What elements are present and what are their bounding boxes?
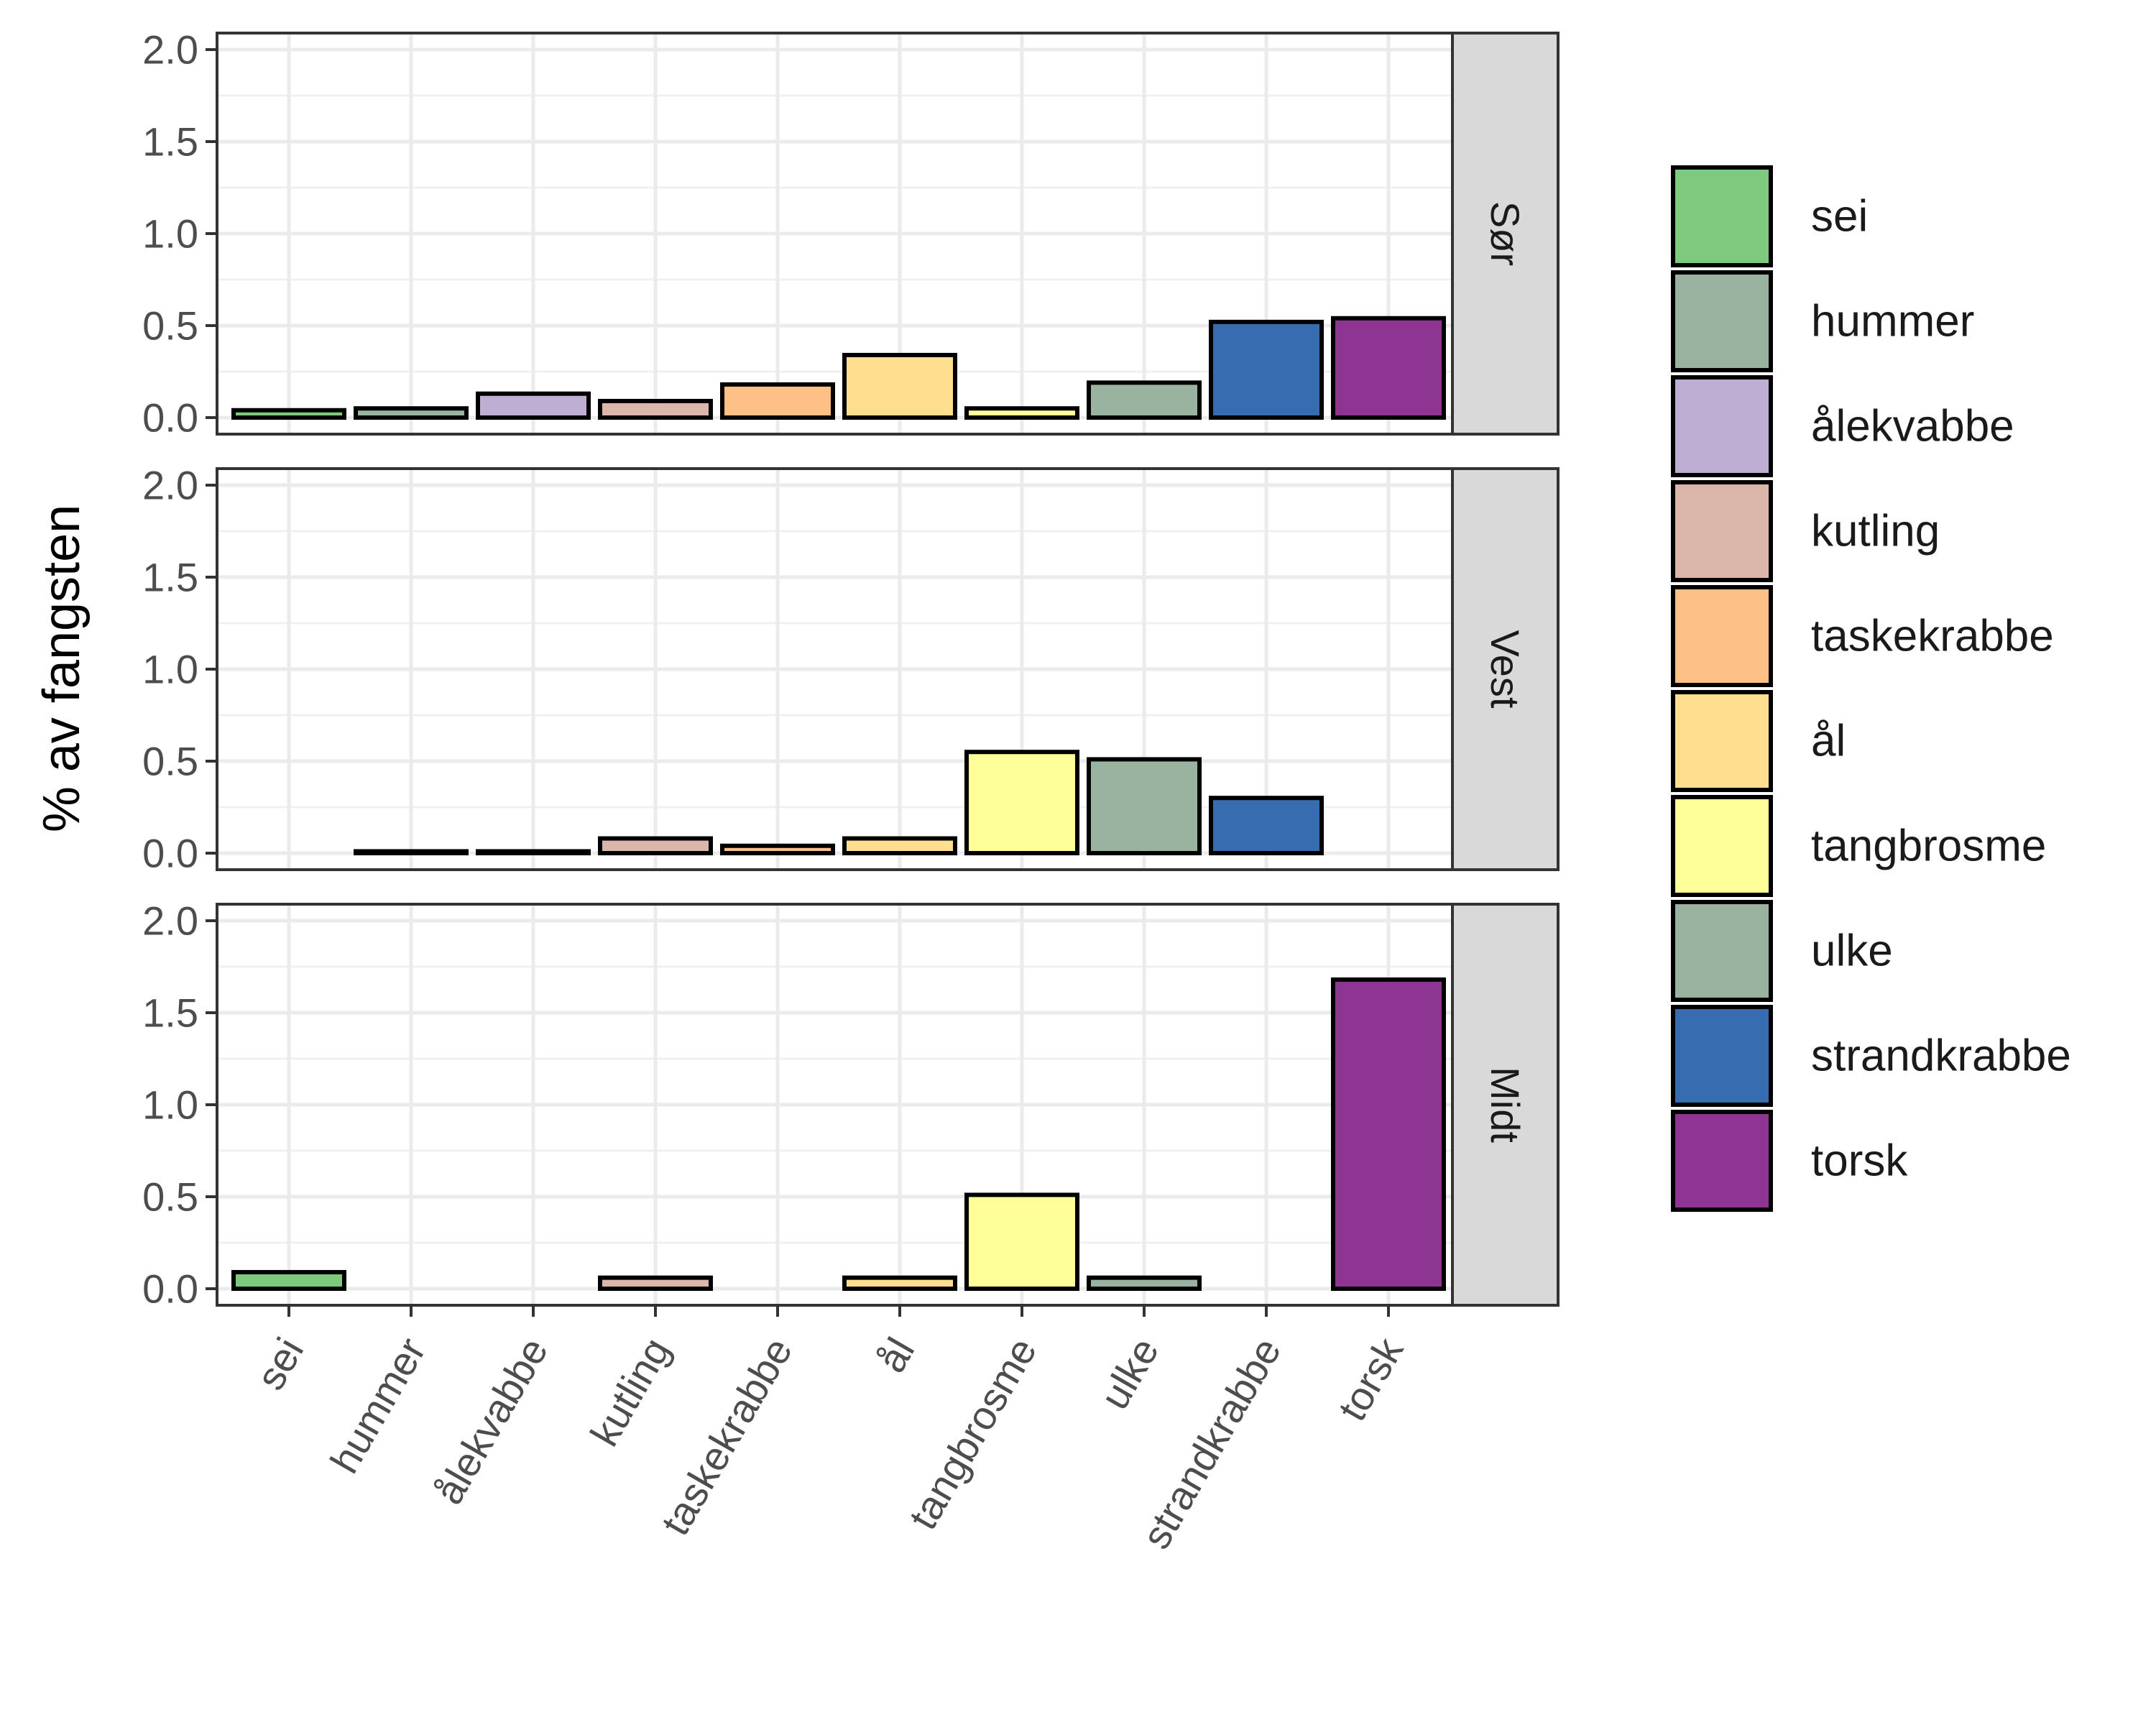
bar-ål (842, 352, 957, 420)
bar-ålekvabbe (476, 849, 591, 855)
x-tick-label: hummer (321, 1330, 434, 1481)
bar-kutling (598, 836, 713, 856)
panel-sr: Sør 0.0 0.5 1.0 1.5 2.0 (142, 27, 1560, 441)
legend-label: taskekrabbe (1811, 612, 2054, 661)
y-tick-label: 1.0 (142, 1082, 198, 1128)
facet-strip (1451, 903, 1560, 1307)
y-tick-label: 0.0 (142, 395, 198, 441)
bar-taskekrabbe (720, 382, 835, 420)
bar-ål (842, 1275, 957, 1292)
bar-strandkrabbe (1209, 796, 1324, 855)
bar-ål (842, 836, 957, 856)
legend-key-hummer (1671, 270, 1773, 372)
legend-label: ulke (1811, 926, 1893, 976)
panels-layer: Sør0.00.51.01.52.0Vest0.00.51.01.52.0Mid… (142, 27, 1560, 1312)
legend-key-tangbrosme (1671, 795, 1773, 897)
legend-label: hummer (1811, 297, 1974, 346)
y-tick-label: 1.0 (142, 211, 198, 257)
legend-key-torsk (1671, 1110, 1773, 1212)
bar-sei (231, 408, 346, 420)
facet-strip-label: Midt (1483, 1067, 1528, 1143)
bar-ulke (1087, 1275, 1202, 1292)
x-tick-label: ål (868, 1330, 923, 1380)
y-tick-label: 2.0 (142, 898, 198, 944)
bar-hummer (354, 406, 469, 420)
legend-key-kutling (1671, 480, 1773, 582)
facet-strip (1451, 467, 1560, 871)
x-tick-label: ulke (1091, 1330, 1167, 1417)
legend-key-taskekrabbe (1671, 585, 1773, 687)
legend-key-strandkrabbe (1671, 1005, 1773, 1107)
y-tick-label: 2.0 (142, 463, 198, 508)
y-tick-label: 1.0 (142, 647, 198, 692)
bar-strandkrabbe (1209, 319, 1324, 420)
y-tick-label: 0.5 (142, 739, 198, 784)
bar-tangbrosme (964, 1192, 1079, 1291)
bar-hummer (354, 849, 469, 855)
panel-vest: Vest 0.0 0.5 1.0 1.5 2.0 (142, 463, 1560, 876)
bar-ulke (1087, 757, 1202, 855)
y-tick-label: 0.5 (142, 1174, 198, 1220)
legend-key-ulke (1671, 900, 1773, 1002)
bar-tangbrosme (964, 750, 1079, 855)
x-tick-label: tangbrosme (900, 1330, 1045, 1537)
facet-strip-label: Sør (1483, 201, 1528, 266)
legend-label: strandkrabbe (1811, 1031, 2071, 1081)
bar-torsk (1331, 977, 1446, 1292)
bar-kutling (598, 398, 713, 420)
legend-label: torsk (1811, 1136, 1908, 1186)
legend-label: ål (1811, 717, 1846, 766)
y-tick-label: 1.5 (142, 555, 198, 600)
legend: sei hummer ålekvabbe kutling taskekrabbe ål ta… (1671, 165, 2071, 1212)
y-axis-title: % av fangsten (33, 505, 91, 832)
legend-label: sei (1811, 192, 1868, 242)
facet-strip-label: Vest (1483, 630, 1528, 709)
legend-label: ålekvabbe (1811, 402, 2014, 451)
y-tick-label: 1.5 (142, 119, 198, 165)
bar-ålekvabbe (476, 391, 591, 420)
y-tick-label: 2.0 (142, 27, 198, 73)
x-tick-label: ålekvabbe (425, 1330, 556, 1512)
x-tick-label: sei (247, 1330, 312, 1398)
facet-strip (1451, 32, 1560, 436)
bar-sei (231, 1269, 346, 1291)
bar-kutling (598, 1275, 713, 1292)
x-tick-label: kutling (581, 1330, 678, 1454)
bar-torsk (1331, 316, 1446, 420)
y-tick-label: 0.5 (142, 303, 198, 349)
legend-label: kutling (1811, 507, 1940, 556)
legend-key-ålekvabbe (1671, 375, 1773, 477)
y-tick-label: 0.0 (142, 1266, 198, 1312)
bar-ulke (1087, 380, 1202, 420)
legend-key-sei (1671, 165, 1773, 267)
legend-label: tangbrosme (1811, 822, 2046, 871)
y-tick-label: 0.0 (142, 831, 198, 876)
y-tick-label: 1.5 (142, 990, 198, 1036)
panel-midt: Midt 0.0 0.5 1.0 1.5 2.0 (142, 898, 1560, 1312)
bar-taskekrabbe (720, 843, 835, 856)
x-tick-label: torsk (1329, 1330, 1412, 1428)
legend-key-ål (1671, 690, 1773, 792)
x-tick-label: taskekrabbe (652, 1330, 801, 1543)
bar-tangbrosme (964, 406, 1079, 420)
